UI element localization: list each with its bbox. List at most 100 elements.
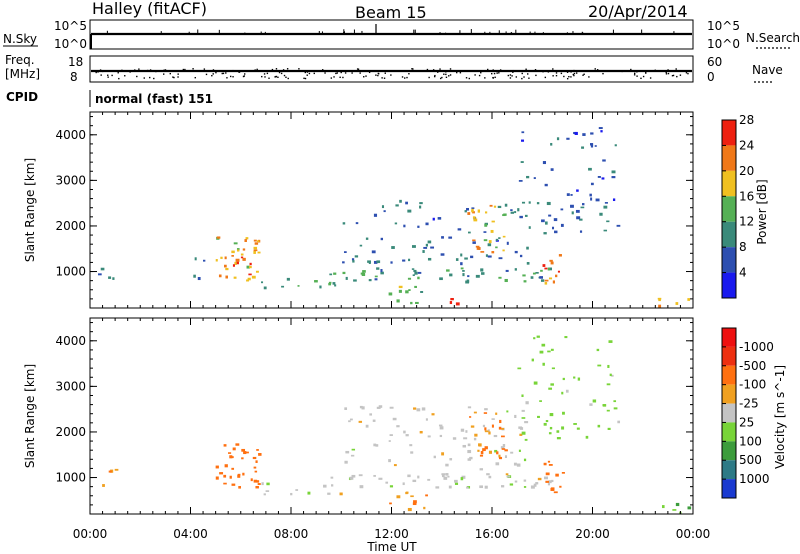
nave-tick-bottom: 0	[707, 70, 715, 84]
heatmap-cell	[606, 409, 610, 412]
heatmap-cell	[552, 280, 555, 284]
heatmap-cell	[368, 279, 372, 282]
velocity-colorbar-swatch	[722, 422, 736, 442]
nsky-strip: N.Sky 10^5 10^0 10^5 10^0 N.Search	[3, 19, 800, 51]
heatmap-cell	[566, 137, 570, 140]
nave-dot	[445, 71, 447, 73]
heatmap-cell	[261, 482, 264, 486]
heatmap-cell	[441, 452, 445, 456]
heatmap-cell	[498, 426, 502, 430]
heatmap-cell	[550, 168, 554, 171]
x-tick-label: 16:00	[475, 527, 510, 541]
heatmap-cell	[518, 426, 523, 429]
heatmap-cell	[454, 482, 459, 485]
nave-dot	[184, 68, 186, 71]
heatmap-cell	[224, 256, 227, 260]
heatmap-cell	[494, 449, 498, 453]
heatmap-cell	[257, 251, 261, 254]
nave-dot	[468, 77, 471, 80]
heatmap-cell	[408, 289, 411, 291]
velocity-colorbar-swatch	[722, 460, 736, 480]
heatmap-cell	[473, 437, 477, 441]
heatmap-cell	[521, 131, 525, 134]
heatmap-cell	[489, 204, 493, 207]
nave-dot	[95, 71, 97, 74]
heatmap-cell	[232, 447, 236, 451]
heatmap-cell	[266, 482, 270, 486]
heatmap-cell	[579, 218, 583, 221]
heatmap-cell	[574, 131, 578, 135]
heatmap-cell	[358, 474, 363, 477]
nave-dot	[523, 76, 525, 78]
heatmap-cell	[590, 144, 594, 148]
heatmap-cell	[505, 269, 509, 272]
heatmap-cell	[611, 374, 614, 377]
heatmap-cell	[488, 450, 492, 454]
heatmap-cell	[223, 444, 227, 447]
velocity-colorbar-tick-label: 100	[739, 434, 762, 448]
heatmap-cell	[223, 474, 227, 478]
heatmap-cell	[220, 256, 223, 259]
heatmap-cell	[241, 448, 246, 452]
nave-dot	[509, 74, 512, 76]
heatmap-cell	[420, 291, 424, 293]
heatmap-cell	[530, 276, 534, 279]
heatmap-cell	[616, 224, 621, 227]
heatmap-cell	[475, 274, 480, 278]
heatmap-cell	[510, 209, 513, 212]
nave-dot	[280, 72, 283, 75]
nave-dot	[144, 70, 146, 72]
nave-dot	[254, 69, 256, 71]
heatmap-cell	[672, 509, 677, 511]
heatmap-cell	[240, 253, 244, 256]
heatmap-cell	[566, 193, 570, 196]
heatmap-cell	[255, 270, 259, 273]
heatmap-cell	[501, 485, 505, 488]
heatmap-cell	[392, 417, 397, 421]
heatmap-cell	[253, 246, 258, 250]
heatmap-cell	[488, 431, 491, 435]
nave-dot	[266, 72, 269, 75]
heatmap-cell	[596, 348, 600, 352]
heatmap-cell	[543, 422, 547, 426]
heatmap-cell	[249, 262, 252, 266]
heatmap-cell	[484, 408, 488, 411]
heatmap-cell	[496, 451, 499, 455]
heatmap-cell	[431, 413, 435, 416]
heatmap-cell	[479, 468, 484, 471]
nave-dot	[566, 71, 569, 73]
power-ylabel: Slant Range [km]	[23, 158, 37, 262]
heatmap-cell	[611, 170, 616, 174]
nave-dot	[107, 74, 109, 76]
nave-dot	[143, 77, 145, 79]
heatmap-cell	[556, 437, 561, 440]
heatmap-cell	[576, 427, 580, 430]
heatmap-cell	[500, 446, 505, 449]
heatmap-cell	[479, 485, 483, 489]
nave-dot	[232, 76, 234, 78]
heatmap-cell	[408, 258, 411, 262]
nave-dot	[491, 72, 493, 75]
heatmap-cell	[497, 205, 502, 209]
nave-dot	[566, 77, 569, 80]
power-colorbar-tick-label: 12	[739, 215, 754, 229]
heatmap-cell	[556, 430, 560, 433]
heatmap-cell	[505, 473, 509, 476]
nave-dot	[100, 74, 102, 76]
heatmap-cell	[557, 270, 560, 273]
nave-dot	[129, 71, 131, 73]
nave-dot	[542, 70, 544, 73]
heatmap-cell	[514, 250, 518, 254]
nave-dot	[275, 75, 277, 78]
heatmap-cell	[250, 478, 253, 482]
y-tick-label: 1000	[55, 265, 86, 279]
heatmap-cell	[460, 253, 463, 257]
nave-dot	[365, 75, 367, 77]
power-colorbar-swatch	[722, 221, 736, 248]
nave-dot	[304, 71, 307, 74]
heatmap-cell	[432, 217, 435, 221]
nave-dot	[521, 77, 523, 80]
nave-dot	[153, 77, 155, 80]
nave-dot	[163, 73, 165, 75]
x-axis-tick-labels: 00:00 04:00 08:00 12:00 16:00 20:00 00:00	[73, 527, 711, 541]
